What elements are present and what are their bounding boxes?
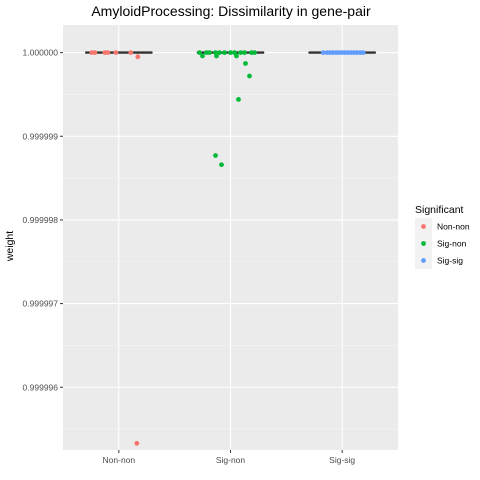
legend-label: Sig-non (437, 239, 467, 249)
y-tick-label: 0.999998 (23, 215, 59, 225)
x-tick-label: Sig-sig (329, 455, 355, 465)
legend-swatch (421, 224, 426, 229)
data-point (113, 50, 119, 56)
legend-label: Sig-sig (437, 256, 463, 266)
data-point (207, 50, 212, 56)
chart-title: AmyloidProcessing: Dissimilarity in gene… (91, 3, 371, 19)
data-point (360, 50, 366, 56)
data-point (214, 53, 219, 59)
data-point (200, 53, 205, 59)
legend-label: Non-non (437, 222, 470, 232)
legend: Significant Non-non Sig-non Sig-sig (415, 204, 470, 269)
data-point (234, 53, 239, 59)
major-gridlines (63, 25, 398, 450)
data-point (252, 50, 257, 56)
y-tick-label: 0.999999 (23, 131, 59, 141)
data-point (217, 50, 222, 56)
data-point (213, 153, 218, 158)
y-tick-label: 1.000000 (23, 48, 59, 58)
legend-title: Significant (415, 204, 464, 216)
data-point (228, 50, 233, 56)
y-tick-label: 0.999996 (23, 382, 59, 392)
data-point (247, 73, 252, 79)
y-tick-label: 0.999997 (23, 299, 59, 309)
data-point (197, 50, 202, 56)
data-point (320, 50, 326, 56)
data-point (105, 50, 111, 56)
data-point (243, 61, 248, 66)
data-point (236, 97, 241, 102)
data-points (89, 50, 366, 446)
y-axis-title: weight (4, 231, 16, 262)
x-tick-label: Non-non (103, 455, 136, 465)
data-point (135, 54, 141, 60)
x-tick-label: Sig-non (216, 455, 246, 465)
data-point (222, 50, 227, 56)
data-point (134, 440, 140, 446)
legend-swatch (421, 241, 426, 246)
data-point (219, 162, 224, 168)
y-axis-ticks: 0.999996 0.999997 0.999998 0.999999 1.000000 (23, 48, 63, 392)
legend-swatch (421, 258, 426, 263)
x-axis-ticks: Non-non Sig-non Sig-sig (103, 450, 355, 465)
data-point (242, 50, 247, 56)
data-point (238, 50, 243, 56)
data-point (128, 50, 134, 56)
data-point (92, 50, 98, 56)
